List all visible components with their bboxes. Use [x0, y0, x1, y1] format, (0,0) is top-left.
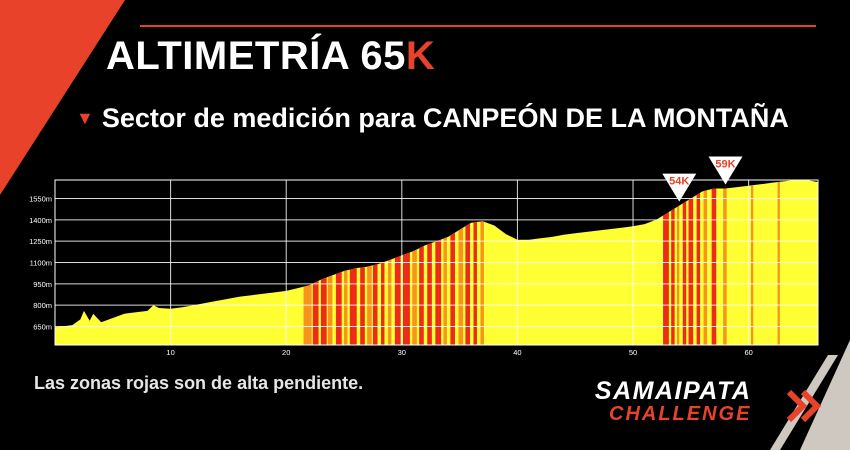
y-tick-label: 1400m — [29, 216, 52, 225]
subtitle-text: Sector de medición para CANPEÓN DE LA MO… — [101, 103, 789, 133]
km-marker — [662, 173, 697, 202]
double-chevron-icon — [786, 389, 822, 423]
y-tick-label: 1250m — [29, 237, 52, 246]
title-accent: K — [405, 34, 436, 78]
y-tick-label: 950m — [33, 280, 52, 289]
header-rule — [140, 25, 816, 27]
page-subtitle: ▼ Sector de medición para CANPEÓN DE LA M… — [76, 103, 789, 134]
triangle-down-icon: ▼ — [76, 108, 94, 128]
x-tick-label: 50 — [629, 348, 637, 357]
y-tick-label: 1100m — [30, 259, 52, 268]
logo-line2: CHALLENGE — [609, 403, 752, 425]
x-tick-label: 40 — [513, 348, 521, 357]
y-tick-label: 650m — [33, 323, 52, 332]
elevation-chart: 10 20 30 40 50 60 650m 800m 950m 1100m 1250m 1400m 1… — [29, 156, 819, 357]
logo-line1: SAMAIPATA — [594, 377, 752, 405]
x-tick-label: 10 — [166, 348, 174, 357]
title-text: ALTIMETRÍA 65 — [106, 34, 406, 78]
x-tick-label: 30 — [398, 348, 406, 357]
page-title: ALTIMETRÍA 65K — [106, 34, 435, 79]
km-marker-label: 54K — [669, 176, 689, 188]
x-tick-label: 60 — [744, 348, 752, 357]
km-marker — [708, 156, 743, 185]
y-tick-label: 1550m — [29, 194, 52, 203]
plot-frame — [54, 179, 819, 346]
y-tick-label: 800m — [33, 301, 52, 310]
brand-logo: SAMAIPATA CHALLENGE — [545, 378, 751, 424]
km-marker-label: 59K — [715, 159, 735, 171]
legend-note: Las zonas rojas son de alta pendiente. — [34, 373, 364, 393]
x-tick-label: 20 — [282, 348, 290, 357]
